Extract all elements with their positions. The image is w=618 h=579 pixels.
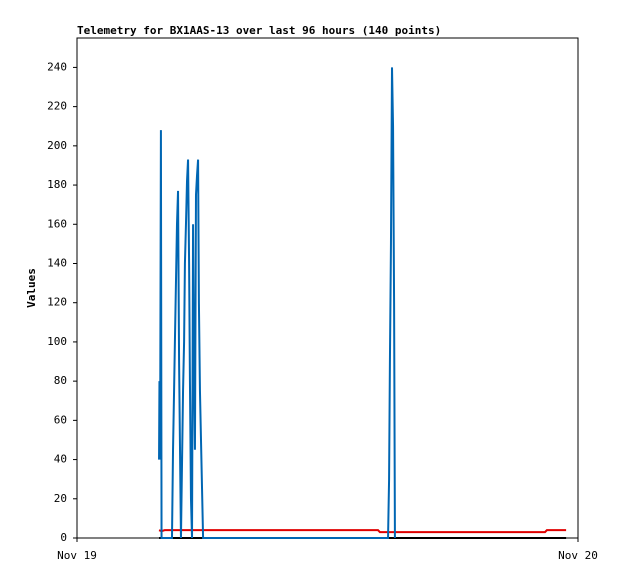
y-tick-label: 220	[47, 100, 67, 113]
y-tick-label: 180	[47, 178, 67, 191]
y-tick-label: 20	[54, 492, 67, 505]
series-line	[158, 67, 396, 539]
y-tick-label: 40	[54, 453, 67, 466]
y-tick-label: 60	[54, 413, 67, 426]
chart-title: Telemetry for BX1AAS-13 over last 96 hou…	[77, 24, 441, 37]
y-tick-label: 0	[60, 531, 67, 544]
x-tick-label: Nov 20	[558, 549, 598, 562]
y-tick-label: 120	[47, 296, 67, 309]
y-axis-label: Values	[25, 268, 38, 308]
x-tick-label: Nov 19	[57, 549, 97, 562]
y-tick-label: 200	[47, 139, 67, 152]
series-line	[158, 529, 567, 534]
y-tick-label: 80	[54, 374, 67, 387]
y-tick-label: 160	[47, 217, 67, 230]
y-tick-label: 240	[47, 60, 67, 73]
y-tick-label: 140	[47, 256, 67, 269]
y-tick-label: 100	[47, 335, 67, 348]
plot-frame	[76, 37, 579, 539]
